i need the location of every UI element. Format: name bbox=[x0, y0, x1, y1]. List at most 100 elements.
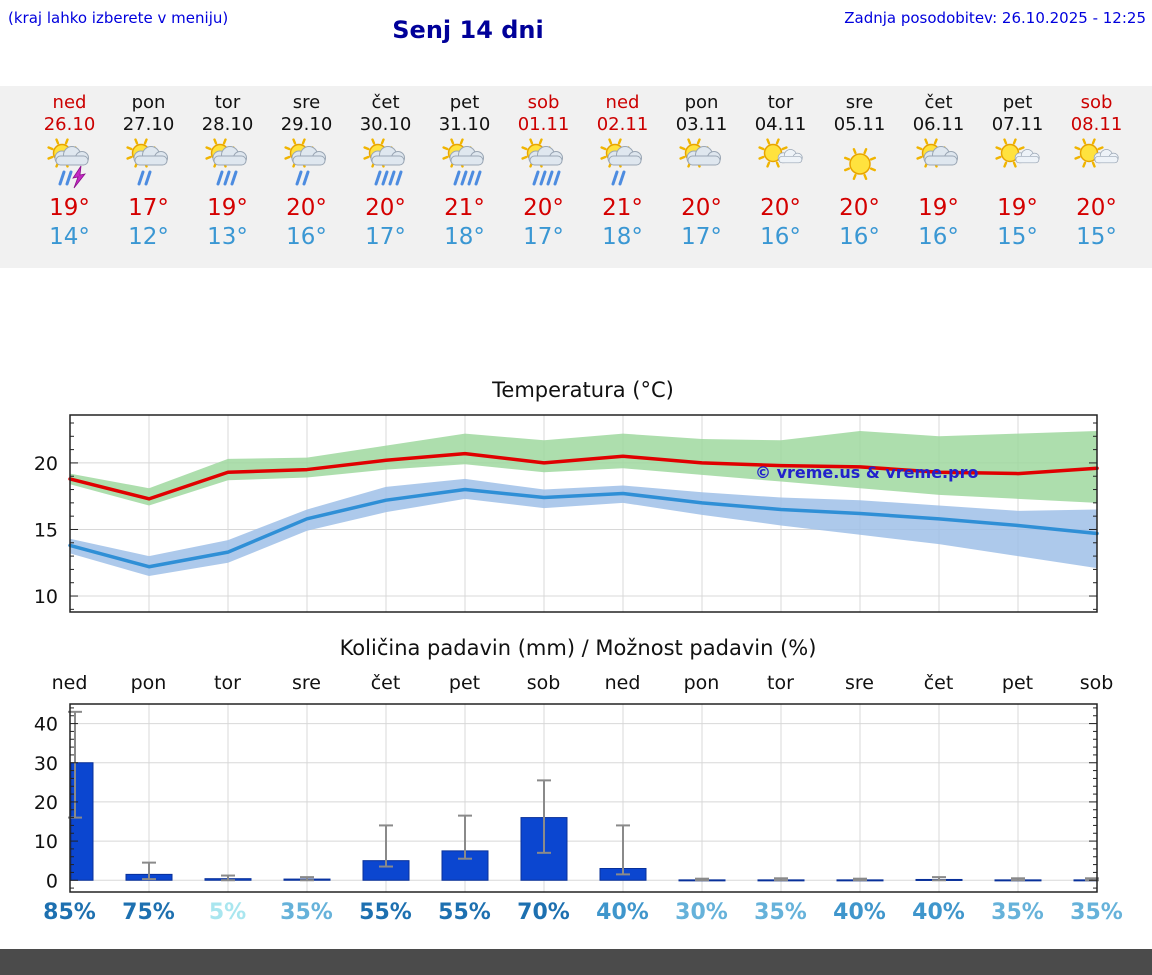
day-column: sob 08.11 20° 15° bbox=[1057, 92, 1136, 268]
day-name: čet bbox=[371, 92, 400, 113]
day-high-temp: 20° bbox=[1076, 195, 1117, 221]
sun-cloud-showers-icon bbox=[267, 138, 346, 192]
day-name: sob bbox=[1080, 92, 1113, 113]
day-low-temp: 16° bbox=[760, 224, 801, 250]
watermark: © vreme.us & vreme.pro bbox=[755, 463, 978, 482]
precip-axis-tick-label: 10 bbox=[34, 831, 58, 853]
day-low-temp: 15° bbox=[997, 224, 1038, 250]
day-high-temp: 19° bbox=[49, 195, 90, 221]
day-low-temp: 17° bbox=[365, 224, 406, 250]
day-name: tor bbox=[767, 92, 794, 113]
precip-error-bar bbox=[853, 877, 867, 882]
precip-day-label: čet bbox=[370, 672, 401, 694]
sun-cloud-thunder-icon bbox=[30, 138, 109, 192]
day-name: tor bbox=[214, 92, 241, 113]
sun-cloud-icon bbox=[899, 138, 978, 192]
day-low-temp: 16° bbox=[286, 224, 327, 250]
precip-error-bar bbox=[379, 824, 393, 868]
precipitation-chart: 0 10 20 30 40 bbox=[34, 703, 1099, 893]
precip-bar bbox=[70, 762, 94, 881]
precip-probability: 5% bbox=[208, 900, 247, 925]
precip-day-label: pon bbox=[130, 672, 167, 694]
precip-day-label: sre bbox=[845, 672, 874, 694]
day-column: sre 29.10 20° 16° bbox=[267, 92, 346, 268]
day-date: 07.11 bbox=[991, 114, 1044, 135]
day-high-temp: 21° bbox=[444, 195, 485, 221]
day-name: ned bbox=[605, 92, 640, 113]
temperature-chart-title: Temperatura (°C) bbox=[492, 378, 674, 402]
precip-probability: 40% bbox=[912, 900, 965, 925]
day-high-temp: 20° bbox=[760, 195, 801, 221]
menu-hint-text: (kraj lahko izberete v meniju) bbox=[8, 9, 229, 27]
day-high-temp: 20° bbox=[681, 195, 722, 221]
day-low-temp: 12° bbox=[128, 224, 169, 250]
page-title: Senj 14 dni bbox=[392, 16, 544, 44]
precip-probability: 55% bbox=[359, 900, 412, 925]
day-low-temp: 13° bbox=[207, 224, 248, 250]
precip-error-bar bbox=[932, 876, 946, 882]
day-high-temp: 20° bbox=[839, 195, 880, 221]
day-date: 06.11 bbox=[912, 114, 965, 135]
precip-error-bar bbox=[774, 877, 788, 882]
day-high-temp: 17° bbox=[128, 195, 169, 221]
precip-error-bar bbox=[616, 824, 630, 876]
day-high-temp: 20° bbox=[286, 195, 327, 221]
day-low-temp: 16° bbox=[839, 224, 880, 250]
precip-day-label: ned bbox=[604, 672, 641, 694]
sun-cloud-showers-icon bbox=[583, 138, 662, 192]
day-name: pet bbox=[449, 92, 480, 113]
day-column: sob 01.11 20° 17° bbox=[504, 92, 583, 268]
precip-axis-tick-label: 40 bbox=[34, 714, 58, 736]
precip-day-label: sob bbox=[1079, 672, 1114, 694]
temp-axis-tick-label: 20 bbox=[34, 453, 58, 475]
day-column: čet 30.10 20° 17° bbox=[346, 92, 425, 268]
precip-day-label: sre bbox=[292, 672, 321, 694]
precip-error-bar bbox=[142, 861, 156, 881]
precip-day-label: tor bbox=[214, 672, 241, 694]
day-date: 01.11 bbox=[517, 114, 570, 135]
precip-day-label: pon bbox=[683, 672, 720, 694]
day-high-temp: 20° bbox=[365, 195, 406, 221]
day-low-temp: 15° bbox=[1076, 224, 1117, 250]
precip-day-label-row: ned pon tor sre čet pet sob ned pon tor sre čet pet s… bbox=[0, 672, 1152, 694]
day-date: 04.11 bbox=[754, 114, 807, 135]
day-name: sre bbox=[292, 92, 321, 113]
day-low-temp: 18° bbox=[602, 224, 643, 250]
day-date: 08.11 bbox=[1070, 114, 1123, 135]
day-name: pon bbox=[131, 92, 166, 113]
precip-error-bar bbox=[458, 814, 472, 860]
day-column: tor 04.11 20° 16° bbox=[741, 92, 820, 268]
precip-probability: 40% bbox=[833, 900, 886, 925]
sun-cloud-small-icon bbox=[1057, 138, 1136, 192]
day-column: pet 07.11 19° 15° bbox=[978, 92, 1057, 268]
sun-cloud-heavy-rain-icon bbox=[504, 138, 583, 192]
day-name: sre bbox=[845, 92, 874, 113]
day-date: 02.11 bbox=[596, 114, 649, 135]
precip-probability-row: 85% 75% 5% 35% 55% 55% 70% 40% 30% 35% 40% 40% 35% 35… bbox=[0, 900, 1152, 925]
day-column: čet 06.11 19° 16° bbox=[899, 92, 978, 268]
precip-probability: 40% bbox=[596, 900, 649, 925]
day-name: ned bbox=[52, 92, 87, 113]
day-low-temp: 17° bbox=[523, 224, 564, 250]
sun-cloud-rain-icon bbox=[188, 138, 267, 192]
day-name: čet bbox=[924, 92, 953, 113]
day-date: 03.11 bbox=[675, 114, 728, 135]
day-name: pet bbox=[1002, 92, 1033, 113]
day-low-temp: 17° bbox=[681, 224, 722, 250]
day-date: 30.10 bbox=[359, 114, 412, 135]
sun-cloud-icon bbox=[662, 138, 741, 192]
sun-cloud-small-icon bbox=[741, 138, 820, 192]
precip-day-label: pet bbox=[1001, 672, 1034, 694]
precip-error-bar bbox=[695, 877, 709, 882]
day-high-temp: 19° bbox=[207, 195, 248, 221]
precip-probability: 85% bbox=[43, 900, 96, 925]
sun-icon bbox=[820, 138, 899, 192]
precip-axis-tick-label: 0 bbox=[46, 870, 58, 892]
temperature-chart: 10 15 20 © vreme.us & vreme.pro bbox=[34, 414, 1099, 613]
day-high-temp: 19° bbox=[918, 195, 959, 221]
precip-day-label: tor bbox=[767, 672, 794, 694]
precipitation-chart-title: Količina padavin (mm) / Možnost padavin … bbox=[339, 636, 817, 660]
day-date: 31.10 bbox=[438, 114, 491, 135]
day-name: sob bbox=[527, 92, 560, 113]
precip-probability: 35% bbox=[991, 900, 1044, 925]
